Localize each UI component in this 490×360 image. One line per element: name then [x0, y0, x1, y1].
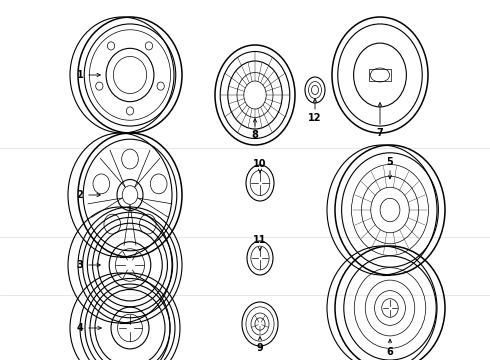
Text: 1: 1: [76, 70, 83, 80]
Text: 8: 8: [251, 130, 258, 140]
Text: 4: 4: [76, 323, 83, 333]
Text: 6: 6: [387, 347, 393, 357]
Bar: [369, 69, 391, 81]
Text: 10: 10: [253, 159, 267, 169]
Text: 2: 2: [76, 190, 83, 200]
Text: 5: 5: [387, 157, 393, 167]
Text: 3: 3: [76, 260, 83, 270]
Text: 11: 11: [253, 235, 267, 245]
Text: 7: 7: [377, 128, 383, 138]
Text: 9: 9: [257, 343, 264, 353]
Text: 12: 12: [308, 113, 322, 123]
